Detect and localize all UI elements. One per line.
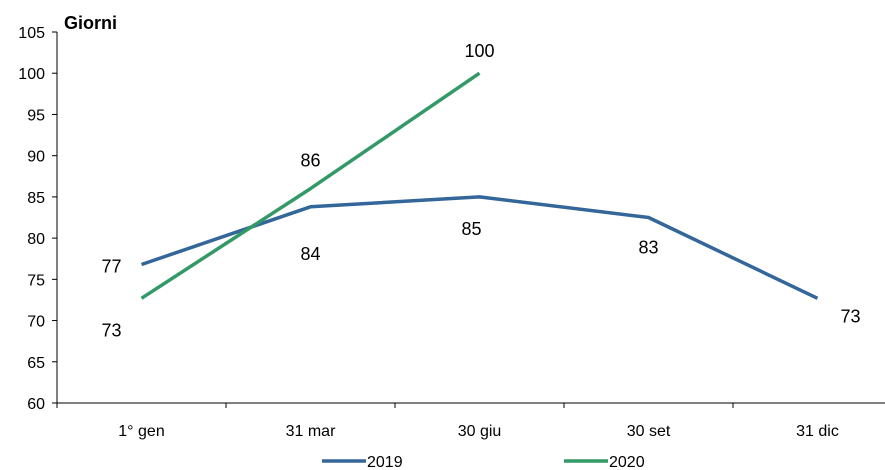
y-tick-label: 80 (27, 231, 45, 248)
x-tick-label: 31 mar (286, 423, 336, 440)
x-tick-label: 1° gen (118, 423, 164, 440)
y-tick-label: 65 (27, 355, 45, 372)
legend: 2019 2020 (322, 454, 645, 470)
legend-label-2020: 2020 (609, 454, 645, 470)
y-tick-label: 90 (27, 149, 45, 166)
series-line-2020 (140, 71, 481, 300)
data-label-2020: 86 (300, 151, 320, 171)
data-label-2019: 84 (300, 244, 320, 264)
y-tick-label: 70 (27, 314, 45, 331)
series-line-2019 (140, 195, 819, 300)
y-tick-label: 95 (27, 107, 45, 124)
y-tick-label: 60 (27, 396, 45, 413)
y-tick-label: 105 (18, 25, 45, 42)
data-label-2019: 77 (101, 256, 121, 276)
data-label-2019: 73 (840, 306, 860, 326)
data-labels: 77 84 85 83 73 73 86 100 (101, 41, 860, 340)
data-label-2020: 100 (464, 41, 494, 61)
x-tick-label: 31 dic (796, 423, 839, 440)
data-label-2019: 83 (638, 238, 658, 258)
data-label-2020: 73 (101, 320, 121, 340)
y-tick-label: 100 (18, 66, 45, 83)
y-tick-label: 75 (27, 272, 45, 289)
x-tick-label: 30 set (627, 423, 671, 440)
legend-label-2019: 2019 (367, 454, 403, 470)
data-label-2019: 85 (461, 219, 481, 239)
y-tick-label: 85 (27, 190, 45, 207)
x-tick-label: 30 giu (458, 423, 502, 440)
series-layer (140, 71, 819, 300)
y-unit-label: Giorni (64, 13, 117, 33)
axes: 60 65 70 75 80 85 90 95 100 105 1° gen 31 mar 30 giu… (18, 25, 885, 440)
